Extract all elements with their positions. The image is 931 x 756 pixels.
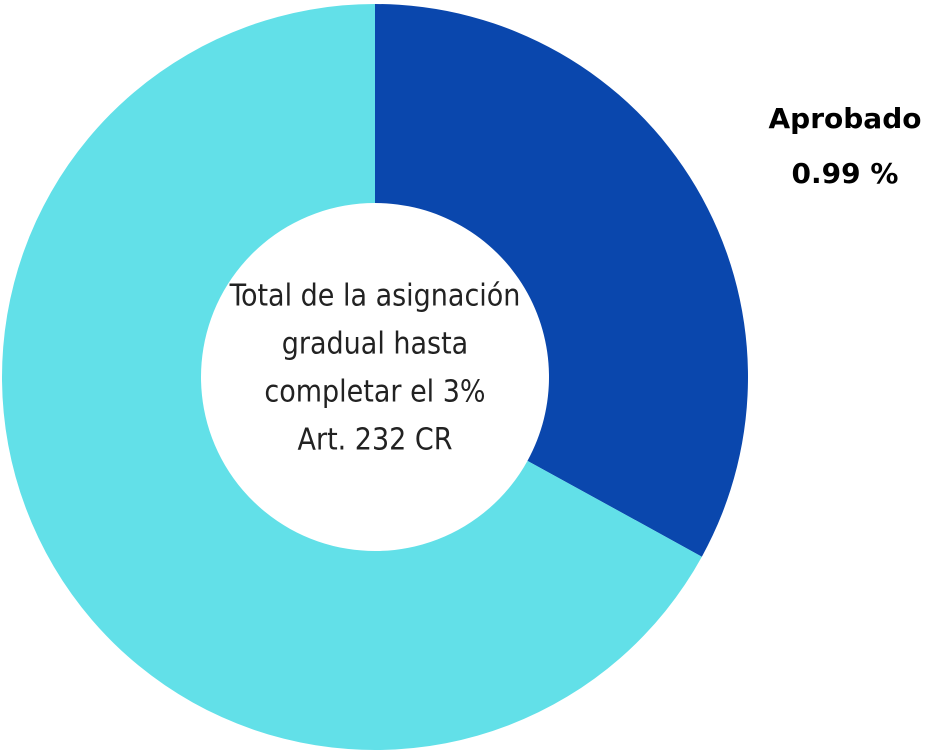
segment-label: Aprobado <box>769 102 922 135</box>
center-text: completar el 3% <box>264 375 485 410</box>
center-text: Total de la asignación <box>229 279 521 314</box>
segment-value-label: 0.99 % <box>792 157 899 190</box>
donut-segment <box>375 4 748 557</box>
center-text: Art. 232 CR <box>298 423 453 458</box>
center-text: gradual hasta <box>282 327 468 362</box>
donut-segment <box>2 4 702 751</box>
